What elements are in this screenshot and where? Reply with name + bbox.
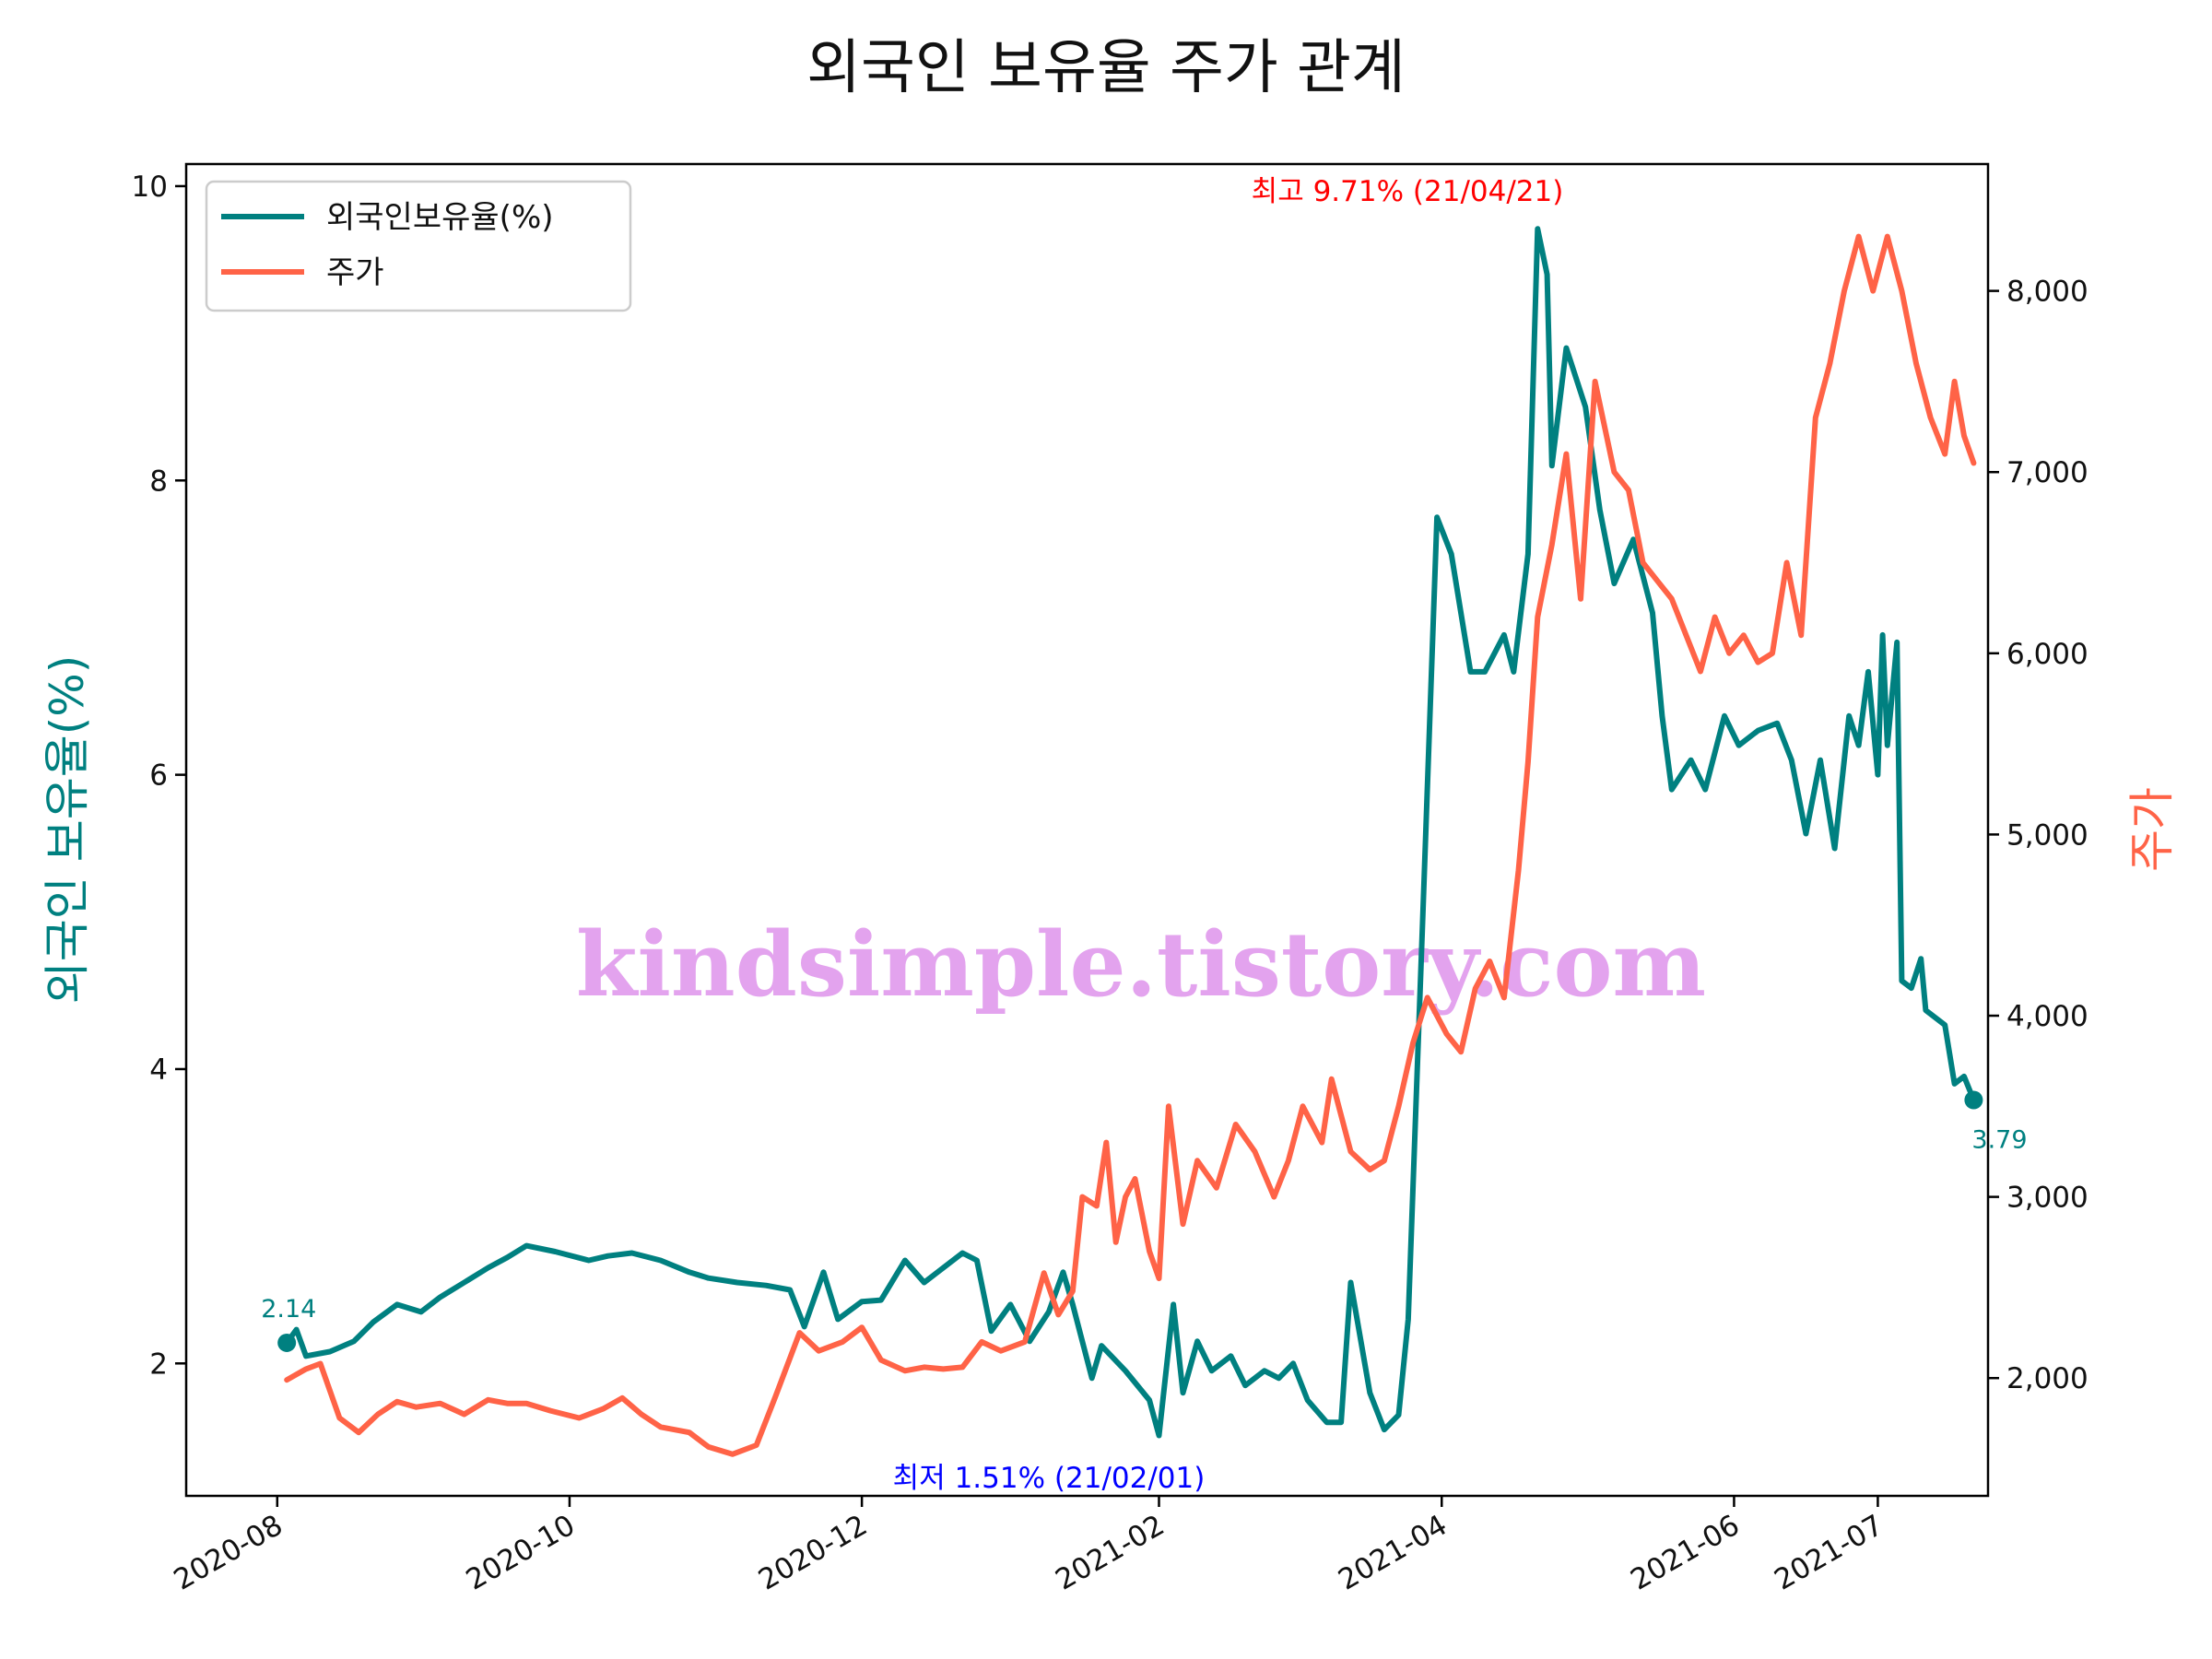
start-value-label: 2.14 <box>261 1295 316 1324</box>
y-right-axis: 2,000 3,000 4,000 5,000 6,000 7,000 8,000 <box>1988 276 2088 1395</box>
legend-label-price: 주가 <box>326 254 384 291</box>
watermark-layer: kindsimple.tistory.com <box>576 912 1706 1017</box>
y-left-tick-label: 2 <box>149 1347 168 1381</box>
series-line-price <box>284 233 1977 1457</box>
y-left-tick-label: 6 <box>149 759 168 793</box>
x-tick-label: 2020-08 <box>169 1509 288 1597</box>
plot-frame <box>184 162 1990 1498</box>
y-right-tick-label: 3,000 <box>2006 1182 2088 1215</box>
y-right-tick-label: 4,000 <box>2006 1000 2088 1033</box>
y-right-tick-label: 7,000 <box>2006 456 2088 489</box>
y-right-tick-label: 2,000 <box>2006 1362 2088 1395</box>
chart-title: 외국인 보유율 주가 관계 <box>806 34 1406 102</box>
min-annotation: 최저 1.51% (21/02/01) <box>893 1462 1206 1495</box>
watermark: kindsimple.tistory.com <box>576 912 1706 1017</box>
series-line-foreign-ratio <box>284 226 1977 1439</box>
x-tick-label: 2020-12 <box>753 1509 873 1597</box>
x-tick-label: 2021-06 <box>1625 1509 1745 1597</box>
legend: 외국인보유율(%) 주가 <box>205 180 632 312</box>
start-point-marker <box>277 1333 297 1352</box>
y-axis-right-label: 주가 <box>2125 787 2179 872</box>
x-tick-label: 2021-04 <box>1333 1509 1453 1597</box>
legend-label-foreign-ratio: 외국인보유율(%) <box>326 199 554 236</box>
y-axis-left-label: 외국인 보유율(%) <box>41 655 94 1004</box>
x-tick-label: 2020-10 <box>461 1509 581 1597</box>
legend-frame <box>205 180 632 312</box>
x-tick-label: 2021-02 <box>1050 1509 1170 1597</box>
y-right-tick-label: 5,000 <box>2006 818 2088 852</box>
end-point-marker <box>1964 1090 1983 1110</box>
max-annotation: 최고 9.71% (21/04/21) <box>1252 175 1564 208</box>
y-left-tick-label: 8 <box>149 465 168 498</box>
y-right-tick-label: 8,000 <box>2006 276 2088 309</box>
y-right-tick-label: 6,000 <box>2006 638 2088 671</box>
y-left-tick-label: 10 <box>132 171 168 204</box>
y-left-axis: 2 4 6 8 10 <box>132 171 186 1381</box>
series-layer: 2.14 3.79 <box>261 226 2028 1457</box>
x-axis: 2020-08 2020-10 2020-12 2021-02 2021-04 2021-… <box>169 1496 1888 1597</box>
y-left-tick-label: 4 <box>149 1053 168 1087</box>
end-value-label: 3.79 <box>1971 1125 2027 1154</box>
x-tick-label: 2021-07 <box>1769 1509 1888 1597</box>
